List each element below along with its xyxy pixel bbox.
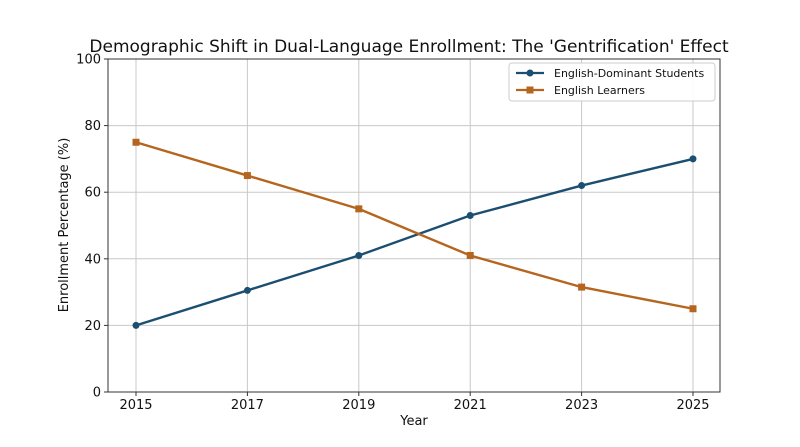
x-axis-label: Year [399,414,428,429]
data-point-english-dominant-students [355,251,363,259]
series-layer [132,138,697,329]
legend-marker-english-dominant [526,69,534,77]
plot-frame [107,58,721,393]
data-point-english-dominant-students [243,286,251,294]
data-point-english-learners [355,205,363,213]
data-point-english-dominant-students [466,212,474,220]
y-tick-label: 20 [84,319,101,334]
legend: English-Dominant Students English Learne… [508,62,716,102]
y-axis-label: Enrollment Percentage (%) [57,138,72,313]
data-point-english-learners [578,283,586,291]
data-point-english-dominant-students [689,155,697,163]
legend-label-english-dominant: English-Dominant Students [554,67,704,80]
data-point-english-learners [466,251,474,259]
data-point-english-dominant-students [578,182,586,190]
x-axis-ticks: 2015 2017 2019 2021 2023 2025 [119,392,710,413]
y-tick-label: 40 [84,252,101,267]
y-tick-label: 100 [76,53,101,68]
chart-title: Demographic Shift in Dual-Language Enrol… [89,37,729,57]
y-tick-label: 80 [84,119,101,134]
data-point-english-dominant-students [132,321,140,329]
legend-label-english-learners: English Learners [554,84,645,97]
x-tick-label: 2019 [342,398,375,413]
x-tick-label: 2025 [676,398,709,413]
x-tick-label: 2023 [565,398,598,413]
series-line-english-dominant-students [135,157,694,327]
data-point-english-learners [243,172,251,180]
data-point-english-learners [689,305,697,313]
y-tick-label: 0 [93,386,101,401]
legend-box [508,62,716,102]
x-tick-label: 2017 [231,398,264,413]
x-tick-label: 2021 [454,398,487,413]
x-tick-label: 2015 [119,398,152,413]
y-tick-label: 60 [84,186,101,201]
data-point-english-learners [132,138,140,146]
series-line-english-learners [135,141,694,310]
legend-marker-english-learners [526,86,534,94]
y-axis-ticks: 0 20 40 60 80 100 [76,53,108,401]
